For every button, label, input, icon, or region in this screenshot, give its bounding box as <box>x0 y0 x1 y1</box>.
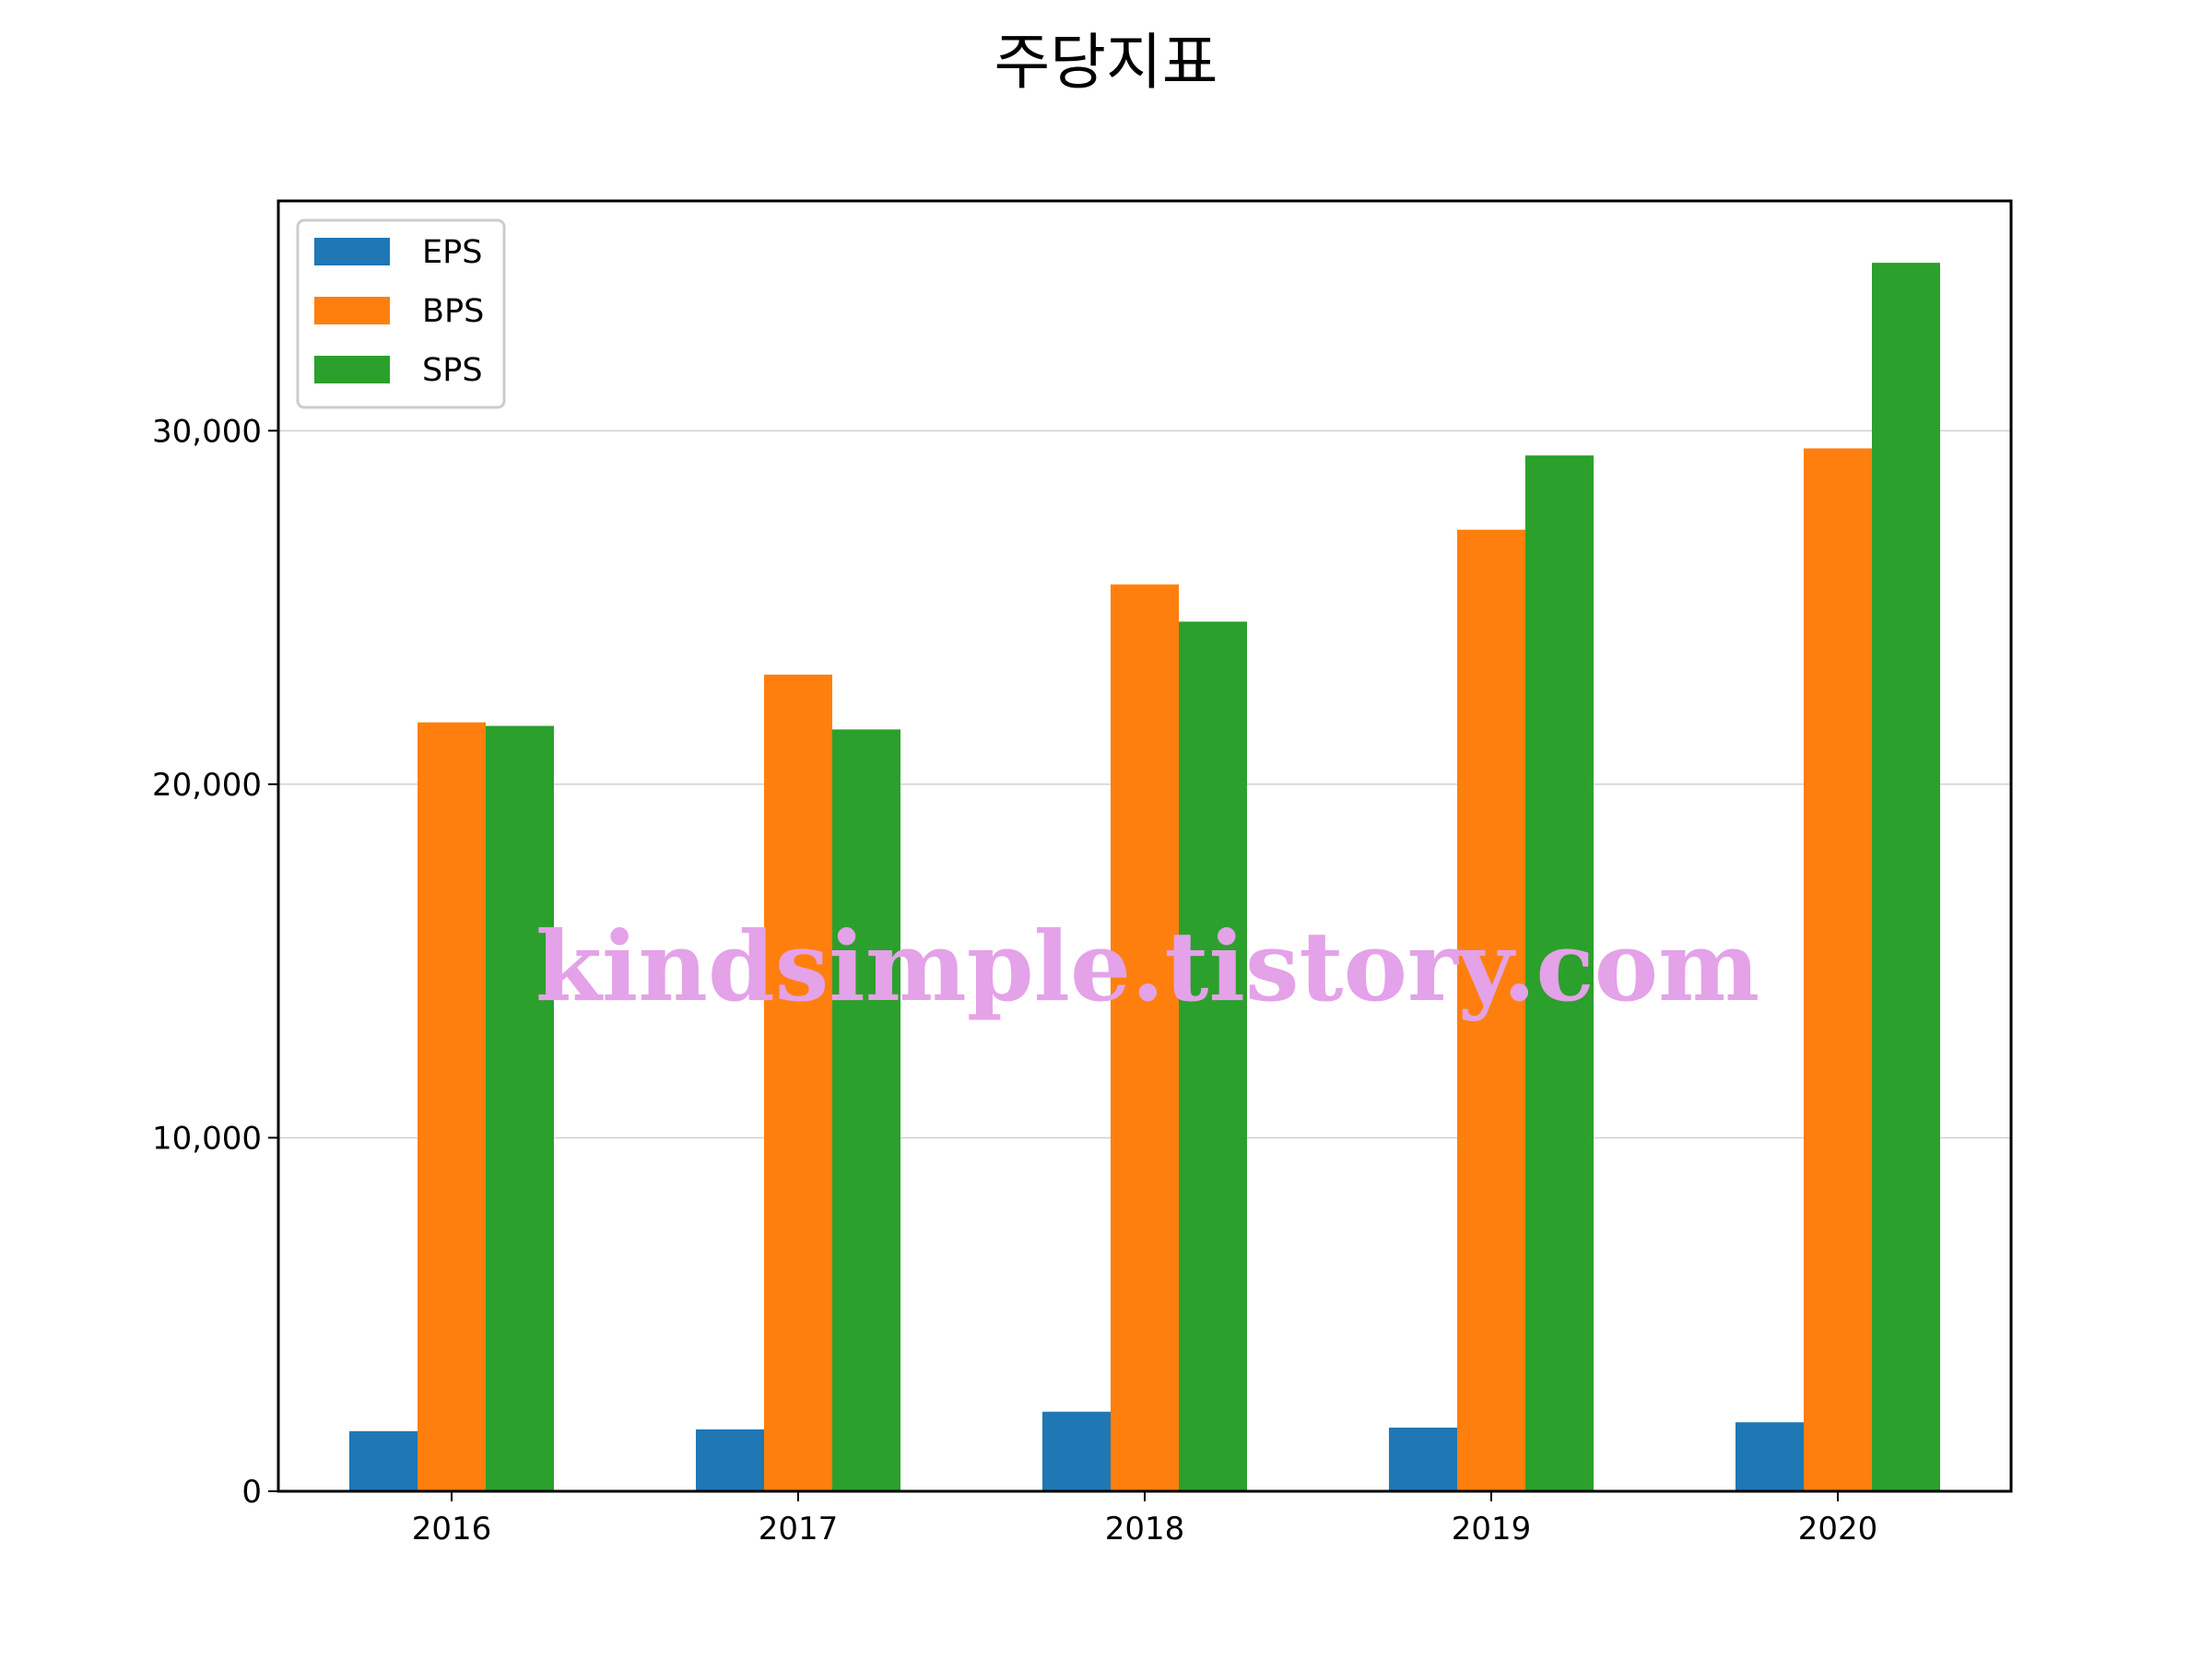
x-tick-label: 2016 <box>412 1511 492 1547</box>
y-tick-label: 10,000 <box>152 1120 262 1157</box>
bar-sps-2016 <box>486 725 554 1491</box>
bar-eps-2020 <box>1735 1422 1804 1491</box>
bar-eps-2018 <box>1042 1411 1111 1491</box>
bar-eps-2017 <box>696 1429 764 1491</box>
y-tick-label: 20,000 <box>152 767 262 804</box>
bar-eps-2019 <box>1389 1427 1457 1491</box>
bar-sps-2017 <box>832 729 900 1491</box>
x-axis: 2016 2017 2018 2019 2020 <box>412 1491 1878 1547</box>
legend-swatch-eps <box>314 238 390 265</box>
y-tick-label: 0 <box>241 1474 262 1511</box>
bar-bps-2017 <box>764 674 832 1491</box>
y-axis: 0 10,000 20,000 30,000 <box>152 413 278 1511</box>
legend-label-eps: EPS <box>422 234 482 271</box>
bar-bps-2019 <box>1457 529 1525 1491</box>
x-tick-label: 2020 <box>1798 1511 1878 1547</box>
bar-sps-2019 <box>1525 455 1594 1491</box>
bar-sps-2020 <box>1872 263 1940 1491</box>
x-tick-label: 2018 <box>1105 1511 1185 1547</box>
bar-bps-2016 <box>418 722 486 1491</box>
legend-label-bps: BPS <box>422 293 484 330</box>
x-tick-label: 2019 <box>1452 1511 1532 1547</box>
y-tick-label: 30,000 <box>152 413 262 450</box>
legend-swatch-bps <box>314 297 390 324</box>
bar-bps-2020 <box>1804 448 1872 1491</box>
x-tick-label: 2017 <box>759 1511 839 1547</box>
legend-swatch-sps <box>314 356 390 383</box>
legend-label-sps: SPS <box>422 352 483 389</box>
bars <box>349 263 1940 1491</box>
bar-eps-2016 <box>349 1430 418 1491</box>
legend: EPS BPS SPS <box>296 218 506 409</box>
chart-title: 주당지표 <box>994 27 1218 98</box>
bar-sps-2018 <box>1179 621 1247 1491</box>
watermark: kindsimple.tistory.com <box>535 910 1759 1023</box>
bar-bps-2018 <box>1111 584 1179 1491</box>
